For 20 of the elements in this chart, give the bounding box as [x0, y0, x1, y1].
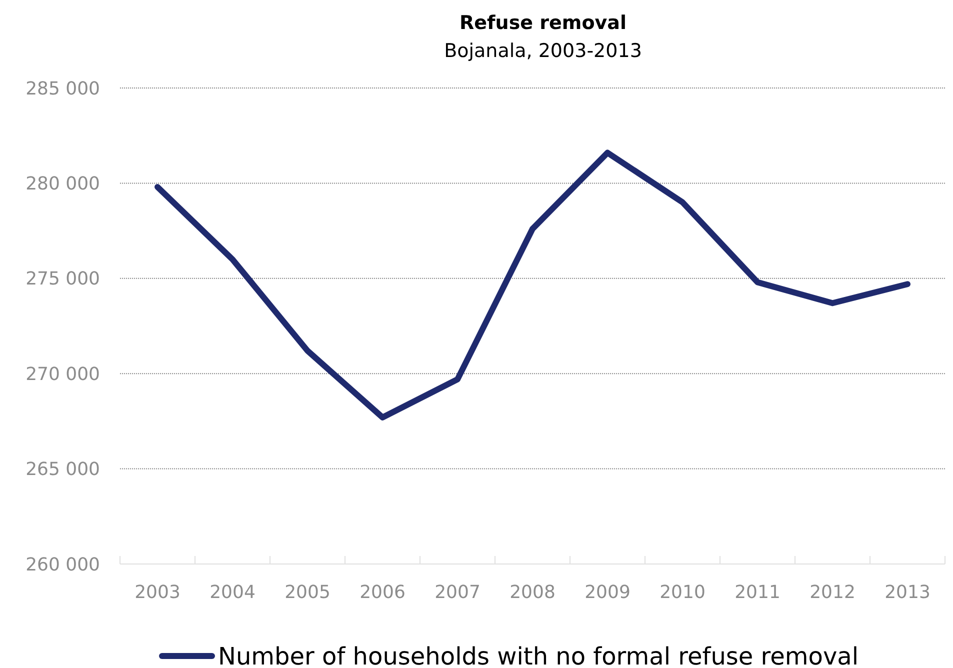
- x-tick-label: 2009: [584, 582, 630, 603]
- x-tick-label: 2003: [134, 582, 180, 603]
- y-tick-label: 275 000: [26, 268, 100, 290]
- chart-subtitle: Bojanala, 2003-2013: [444, 40, 642, 62]
- x-tick-label: 2010: [660, 582, 706, 603]
- x-tick-label: 2011: [734, 582, 780, 603]
- x-tick-label: 2007: [434, 582, 480, 603]
- y-tick-label: 265 000: [26, 459, 100, 480]
- y-tick-label: 285 000: [26, 78, 100, 100]
- y-tick-label: 270 000: [26, 364, 100, 385]
- x-tick-label: 2012: [810, 582, 856, 603]
- y-tick-label: 280 000: [26, 174, 100, 194]
- x-tick-label: 2006: [360, 582, 406, 603]
- x-tick-label: 2013: [884, 582, 930, 603]
- legend-label: Number of households with no formal refuse removal: [218, 642, 859, 668]
- chart-title: Refuse removal: [460, 12, 626, 34]
- x-tick-label: 2008: [510, 582, 556, 603]
- x-tick-label: 2005: [284, 582, 330, 603]
- y-tick-label: 260 000: [26, 554, 100, 576]
- x-tick-label: 2004: [210, 582, 256, 603]
